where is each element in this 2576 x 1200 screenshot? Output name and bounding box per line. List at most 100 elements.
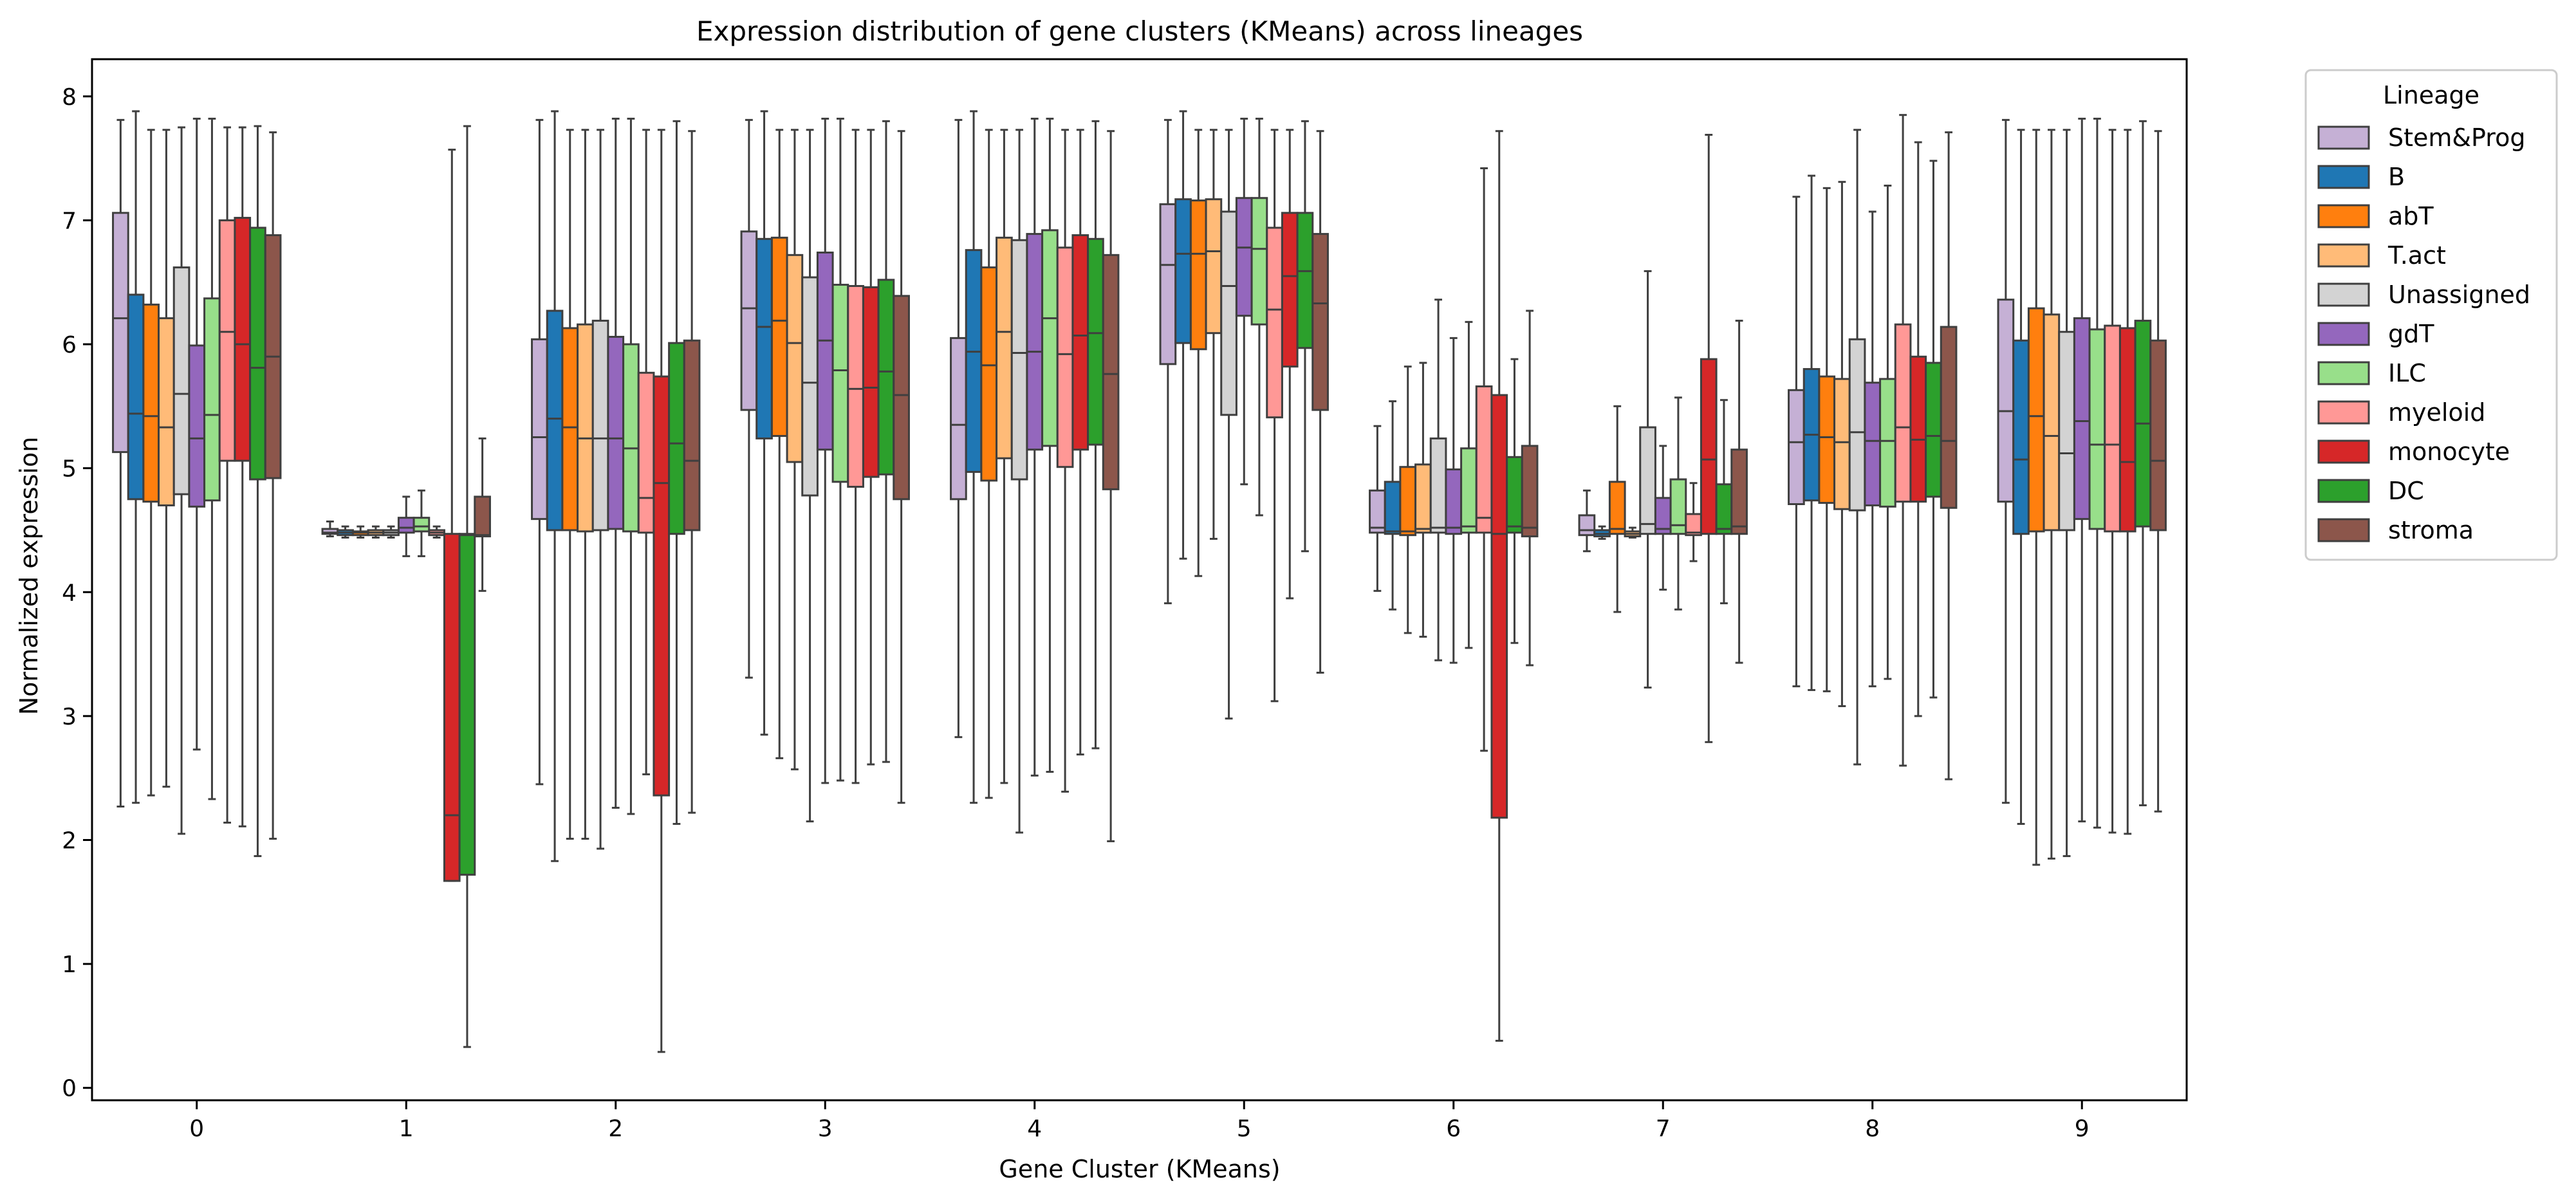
box-body (1879, 378, 1896, 508)
box-body (1475, 385, 1493, 534)
box-body (1639, 426, 1656, 535)
box-body (2088, 328, 2106, 530)
box-B-cluster-4 (965, 110, 983, 804)
box-body (188, 344, 206, 508)
legend-swatch (2317, 361, 2370, 385)
box-body (1250, 197, 1268, 326)
box-body (2073, 317, 2091, 521)
box-ILC-cluster-9 (2088, 117, 2106, 829)
box-body (1608, 481, 1626, 535)
legend-item-DC: DC (2317, 477, 2424, 505)
box-body (862, 286, 880, 478)
box-gdT-cluster-7 (1654, 445, 1672, 591)
legend-swatch (2317, 204, 2370, 228)
x-tick-label: 7 (1656, 1116, 1671, 1142)
box-myeloid-cluster-5 (1266, 129, 1283, 703)
legend-label: myeloid (2388, 398, 2485, 427)
box-Unassigned-cluster-4 (1010, 129, 1028, 834)
legend-item-T.act: T.act (2317, 241, 2446, 270)
box-body (2104, 324, 2121, 533)
box-Stem&Prog-cluster-4 (950, 118, 967, 739)
box-myeloid-cluster-3 (847, 129, 864, 784)
y-tick-label: 5 (62, 456, 77, 483)
box-abT-cluster-6 (1399, 365, 1417, 634)
box-abT-cluster-7 (1608, 405, 1626, 613)
legend-swatch (2317, 165, 2370, 189)
legend-label: monocyte (2388, 438, 2510, 466)
box-body (1730, 448, 1748, 535)
box-body (1384, 481, 1402, 535)
y-tick-label: 6 (62, 332, 77, 358)
box-myeloid-cluster-1 (428, 525, 445, 539)
box-body (1925, 362, 1942, 498)
box-body (816, 251, 834, 451)
box-body (1087, 237, 1104, 446)
box-body (1818, 375, 1836, 504)
box-body (1174, 198, 1192, 344)
box-body (2149, 339, 2167, 531)
box-body (1189, 199, 1207, 351)
x-tick-label: 9 (2075, 1116, 2090, 1142)
box-body (1102, 254, 1120, 490)
series-stroma (264, 130, 2167, 842)
box-body (653, 375, 671, 797)
box-body (1848, 338, 1866, 512)
legend-item-monocyte: monocyte (2317, 438, 2510, 466)
series-Unassigned (172, 126, 2075, 858)
box-Stem&Prog-cluster-7 (1578, 489, 1596, 553)
legend-label: Stem&Prog (2388, 124, 2525, 152)
legend-swatch (2317, 518, 2370, 542)
y-tick-label: 7 (62, 208, 77, 234)
box-ILC-cluster-0 (203, 117, 221, 800)
box-ILC-cluster-7 (1669, 396, 1687, 611)
box-stroma-cluster-3 (893, 130, 910, 804)
box-T.act-cluster-9 (2043, 129, 2061, 860)
box-body (1056, 246, 1074, 468)
box-T.act-cluster-4 (996, 129, 1013, 784)
series-B (127, 110, 2030, 862)
box-body (2118, 327, 2136, 533)
box-body (996, 236, 1013, 459)
box-body (1506, 456, 1523, 534)
series-Stem&Prog (112, 118, 2015, 808)
y-tick-label: 8 (62, 84, 77, 111)
box-T.act-cluster-3 (786, 129, 804, 771)
box-T.act-cluster-8 (1833, 181, 1851, 707)
box-abT-cluster-8 (1818, 187, 1836, 692)
box-body (1296, 212, 1314, 349)
box-Unassigned-cluster-7 (1639, 270, 1656, 689)
box-monocyte-cluster-1 (443, 149, 461, 882)
box-T.act-cluster-5 (1205, 129, 1223, 540)
legend-frame (2304, 69, 2558, 561)
x-tick-label: 5 (1237, 1116, 1252, 1142)
box-body (172, 266, 190, 495)
box-body (412, 517, 431, 533)
box-body (218, 219, 236, 462)
box-body (2058, 331, 2075, 531)
box-gdT-cluster-2 (607, 117, 625, 809)
box-ILC-cluster-2 (622, 117, 640, 815)
box-body (607, 335, 625, 530)
y-axis-label: Normalized expression (15, 437, 43, 715)
y-tick-label: 1 (62, 952, 77, 978)
box-monocyte-cluster-2 (653, 129, 671, 1053)
box-body (1010, 239, 1028, 481)
legend-label: abT (2388, 202, 2434, 230)
legend-swatch (2317, 479, 2370, 503)
box-body (1399, 466, 1417, 537)
box-Unassigned-cluster-9 (2058, 129, 2075, 858)
box-body (127, 293, 145, 501)
legend-swatch (2317, 322, 2370, 346)
box-Unassigned-cluster-6 (1429, 299, 1447, 661)
x-tick-label: 3 (818, 1116, 833, 1142)
box-B-cluster-9 (2012, 129, 2030, 825)
box-body (142, 303, 160, 503)
box-body (1864, 382, 1882, 506)
box-body (877, 279, 895, 475)
legend-swatch (2317, 400, 2370, 425)
series-DC (249, 120, 2152, 1048)
box-monocyte-cluster-0 (234, 126, 252, 827)
legend-swatch (2317, 243, 2370, 268)
x-tick-label: 1 (399, 1116, 414, 1142)
